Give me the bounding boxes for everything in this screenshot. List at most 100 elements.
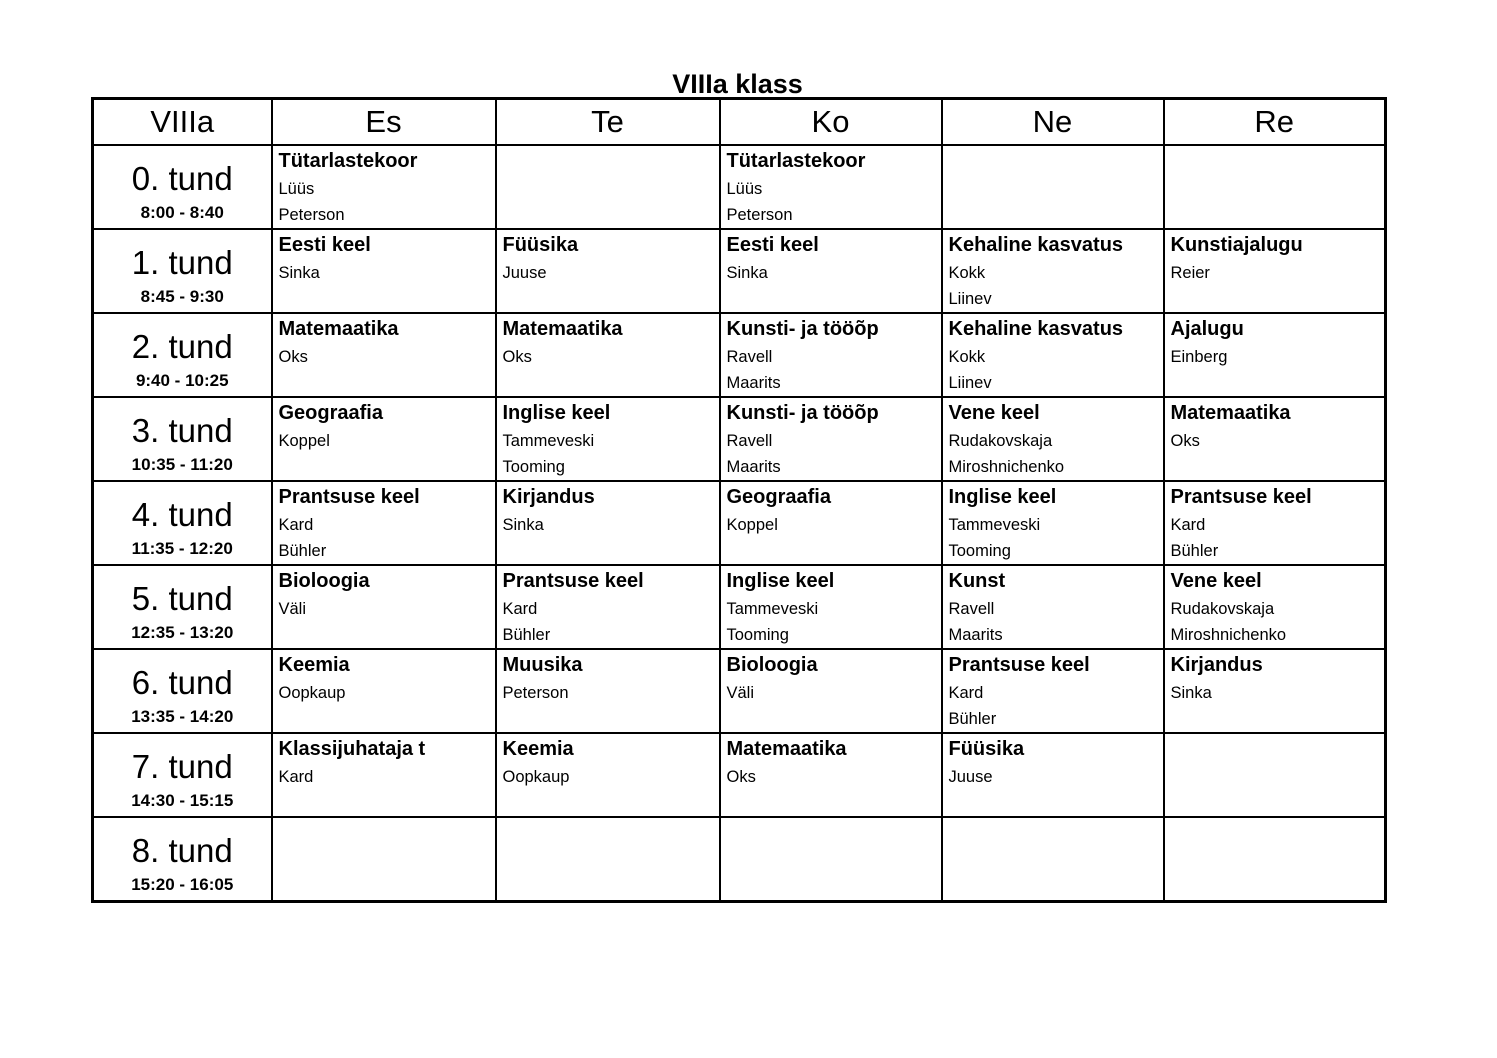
teacher: Sinka bbox=[502, 516, 544, 534]
subject: Matemaatika bbox=[1170, 402, 1291, 424]
table-row: 3. tund 10:35 - 11:20 Geograafia Koppel … bbox=[91, 396, 1387, 482]
lesson-cell-ne: Kehaline kasvatus Kokk Liinev bbox=[940, 228, 1165, 314]
teacher: Tooming bbox=[502, 458, 565, 476]
teacher: Tammeveski bbox=[726, 600, 819, 618]
teacher: Peterson bbox=[278, 206, 345, 224]
subject: Keemia bbox=[278, 654, 350, 676]
subject: Kehaline kasvatus bbox=[948, 234, 1124, 256]
lesson-cell-ko: Kunsti- ja tööõp Ravell Maarits bbox=[718, 396, 943, 482]
lesson-time: 13:35 - 14:20 bbox=[131, 707, 234, 726]
table-row: 1. tund 8:45 - 9:30 Eesti keel Sinka Füü… bbox=[91, 228, 1387, 314]
lesson-cell-es: Prantsuse keel Kard Bühler bbox=[270, 480, 497, 566]
table-row: 0. tund 8:00 - 8:40 Tütarlastekoor Lüüs … bbox=[91, 144, 1387, 230]
lesson-cell-re bbox=[1162, 816, 1387, 902]
lesson-cell-es: Matemaatika Oks bbox=[270, 312, 497, 398]
lesson-cell-es: Keemia Oopkaup bbox=[270, 648, 497, 734]
header-row: VIIIa Es Te Ko Ne Re bbox=[91, 97, 1387, 146]
subject: Kunsti- ja tööõp bbox=[726, 318, 879, 340]
teacher: Liinev bbox=[948, 374, 992, 392]
subject: Kunstiajalugu bbox=[1170, 234, 1303, 256]
header-cell-class: VIIIa bbox=[91, 97, 273, 146]
subject: Matemaatika bbox=[726, 738, 847, 760]
lesson-cell-ko bbox=[718, 816, 943, 902]
lesson-number: 7. tund bbox=[131, 748, 233, 785]
teacher: Oopkaup bbox=[502, 768, 570, 786]
subject: Inglise keel bbox=[948, 486, 1057, 508]
subject: Kirjandus bbox=[502, 486, 595, 508]
lesson-cell-te: Matemaatika Oks bbox=[494, 312, 721, 398]
teacher: Peterson bbox=[502, 684, 569, 702]
lesson-time: 8:00 - 8:40 bbox=[140, 203, 224, 222]
lesson-time: 12:35 - 13:20 bbox=[131, 623, 234, 642]
teacher: Tooming bbox=[726, 626, 789, 644]
row-label-cell: 8. tund 15:20 - 16:05 bbox=[91, 816, 273, 902]
subject: Ajalugu bbox=[1170, 318, 1244, 340]
lesson-cell-es bbox=[270, 816, 497, 902]
teacher: Kard bbox=[948, 684, 984, 702]
lesson-cell-te: Prantsuse keel Kard Bühler bbox=[494, 564, 721, 650]
lesson-cell-ne: Vene keel Rudakovskaja Miroshnichenko bbox=[940, 396, 1165, 482]
teacher: Miroshnichenko bbox=[948, 458, 1065, 476]
teacher: Kokk bbox=[948, 348, 986, 366]
teacher: Oks bbox=[278, 348, 308, 366]
lesson-cell-re: Kunstiajalugu Reier bbox=[1162, 228, 1387, 314]
teacher: Maarits bbox=[948, 626, 1003, 644]
teacher: Bühler bbox=[1170, 542, 1219, 560]
teacher: Rudakovskaja bbox=[948, 432, 1053, 450]
subject: Füüsika bbox=[502, 234, 579, 256]
table-row: 4. tund 11:35 - 12:20 Prantsuse keel Kar… bbox=[91, 480, 1387, 566]
teacher: Reier bbox=[1170, 264, 1210, 282]
lesson-cell-te: Füüsika Juuse bbox=[494, 228, 721, 314]
teacher: Liinev bbox=[948, 290, 992, 308]
subject: Füüsika bbox=[948, 738, 1025, 760]
subject: Klassijuhataja t bbox=[278, 738, 426, 760]
lesson-time: 11:35 - 12:20 bbox=[131, 539, 233, 558]
row-label-cell: 6. tund 13:35 - 14:20 bbox=[91, 648, 273, 734]
teacher: Tammeveski bbox=[502, 432, 595, 450]
lesson-cell-es: Tütarlastekoor Lüüs Peterson bbox=[270, 144, 497, 230]
lesson-time: 14:30 - 15:15 bbox=[131, 791, 234, 810]
table-row: 5. tund 12:35 - 13:20 Bioloogia Väli Pra… bbox=[91, 564, 1387, 650]
subject: Prantsuse keel bbox=[948, 654, 1090, 676]
lesson-cell-ne: Prantsuse keel Kard Bühler bbox=[940, 648, 1165, 734]
page-title-container: VIIIa klass bbox=[91, 66, 1384, 97]
subject: Matemaatika bbox=[502, 318, 623, 340]
table-row: 7. tund 14:30 - 15:15 Klassijuhataja t K… bbox=[91, 732, 1387, 818]
lesson-cell-ne bbox=[940, 144, 1165, 230]
teacher: Sinka bbox=[726, 264, 768, 282]
timetable: VIIIa Es Te Ko Ne Re 0. tund 8:00 - 8:40… bbox=[91, 97, 1387, 903]
subject: Geograafia bbox=[278, 402, 383, 424]
lesson-cell-ko: Tütarlastekoor Lüüs Peterson bbox=[718, 144, 943, 230]
row-label-cell: 1. tund 8:45 - 9:30 bbox=[91, 228, 273, 314]
table-row: 2. tund 9:40 - 10:25 Matemaatika Oks Mat… bbox=[91, 312, 1387, 398]
subject: Bioloogia bbox=[278, 570, 370, 592]
subject: Keemia bbox=[502, 738, 574, 760]
header-cell-day-te: Te bbox=[494, 97, 721, 146]
subject: Geograafia bbox=[726, 486, 831, 508]
table-row: 8. tund 15:20 - 16:05 bbox=[91, 816, 1387, 902]
subject: Prantsuse keel bbox=[1170, 486, 1312, 508]
lesson-cell-te: Inglise keel Tammeveski Tooming bbox=[494, 396, 721, 482]
row-label-cell: 4. tund 11:35 - 12:20 bbox=[91, 480, 273, 566]
teacher: Oks bbox=[726, 768, 756, 786]
lesson-cell-re bbox=[1162, 732, 1387, 818]
teacher: Kard bbox=[278, 516, 314, 534]
teacher: Lüüs bbox=[726, 180, 763, 198]
lesson-number: 6. tund bbox=[131, 664, 233, 701]
subject: Kunsti- ja tööõp bbox=[726, 402, 879, 424]
subject: Tütarlastekoor bbox=[278, 150, 418, 172]
lesson-cell-te: Muusika Peterson bbox=[494, 648, 721, 734]
lesson-time: 9:40 - 10:25 bbox=[135, 371, 229, 390]
subject: Prantsuse keel bbox=[278, 486, 420, 508]
lesson-cell-re: Prantsuse keel Kard Bühler bbox=[1162, 480, 1387, 566]
teacher: Ravell bbox=[948, 600, 995, 618]
subject: Matemaatika bbox=[278, 318, 399, 340]
lesson-cell-ne: Inglise keel Tammeveski Tooming bbox=[940, 480, 1165, 566]
teacher: Ravell bbox=[726, 432, 773, 450]
teacher: Tooming bbox=[948, 542, 1011, 560]
lesson-time: 15:20 - 16:05 bbox=[131, 874, 234, 894]
teacher: Bühler bbox=[948, 710, 997, 728]
subject: Kirjandus bbox=[1170, 654, 1263, 676]
teacher: Kard bbox=[1170, 516, 1206, 534]
